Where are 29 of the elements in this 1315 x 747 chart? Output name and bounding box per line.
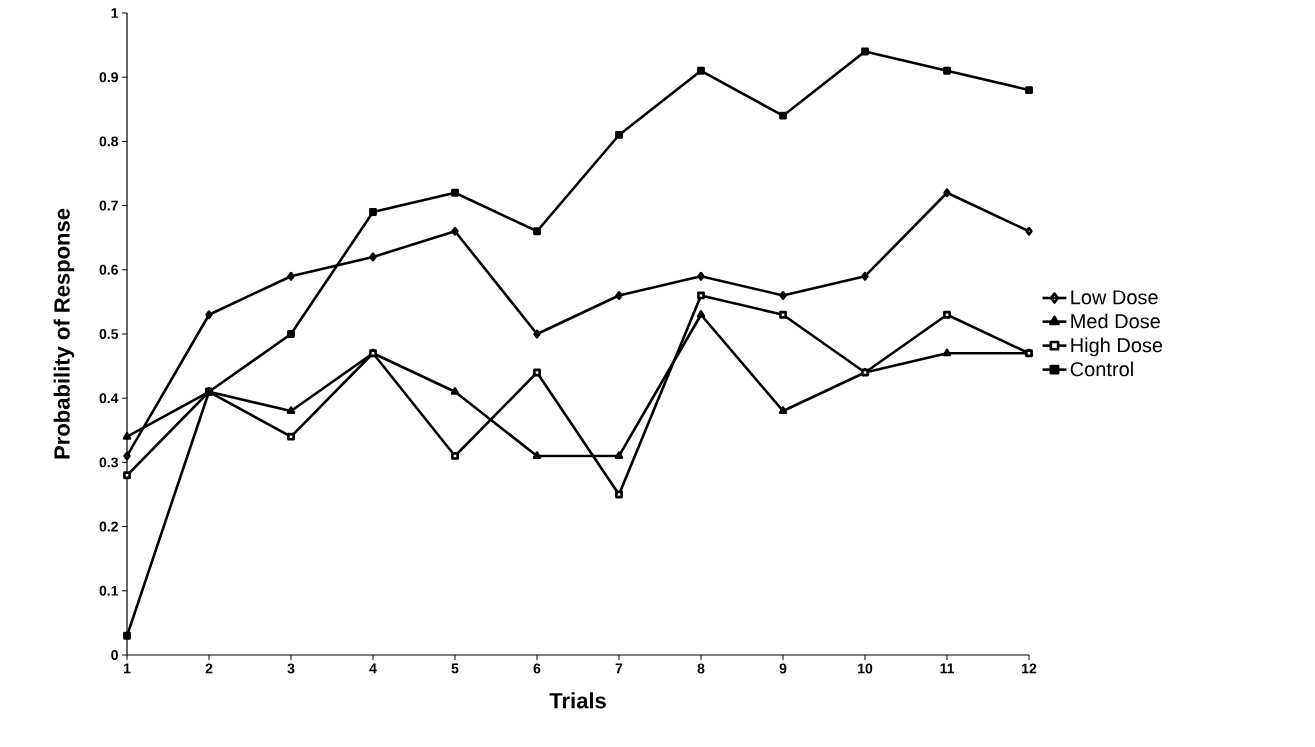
x-tick-label: 6: [533, 663, 541, 674]
y-tick-label: 0.7: [99, 200, 118, 211]
x-tick-label: 11: [940, 663, 955, 674]
legend-label: Low Dose: [1071, 290, 1158, 305]
y-tick-label: 1: [111, 8, 119, 18]
y-tick-label: 0.5: [99, 329, 119, 339]
x-tick-label: 12: [1022, 663, 1037, 674]
y-tick-label: 0.9: [99, 72, 118, 83]
x-tick-label: 2: [205, 663, 213, 674]
x-tick-label: 3: [287, 663, 295, 674]
x-tick-label: 10: [858, 663, 873, 674]
legend-label: Control: [1070, 361, 1133, 377]
y-axis-title: Probability of Response: [53, 208, 75, 459]
y-tick-label: 0.3: [99, 457, 118, 468]
legend-label: High Dose: [1071, 337, 1163, 357]
x-tick-label: 4: [369, 663, 377, 674]
legend-label: Med Dose: [1071, 313, 1160, 329]
y-tick-label: 0.2: [99, 521, 118, 532]
x-tick-label: 5: [451, 663, 459, 674]
x-axis-title: Trials: [549, 692, 606, 709]
y-tick-label: 0.1: [99, 585, 119, 596]
x-tick-label: 7: [615, 663, 623, 674]
y-tick-label: 0.4: [99, 393, 119, 404]
y-tick-label: 0.8: [99, 136, 119, 147]
x-tick-label: 1: [124, 663, 131, 674]
x-tick-label: 9: [779, 663, 787, 674]
x-tick-label: 8: [697, 663, 705, 674]
y-tick-label: 0.6: [99, 264, 118, 275]
y-tick-label: 0: [111, 650, 118, 660]
